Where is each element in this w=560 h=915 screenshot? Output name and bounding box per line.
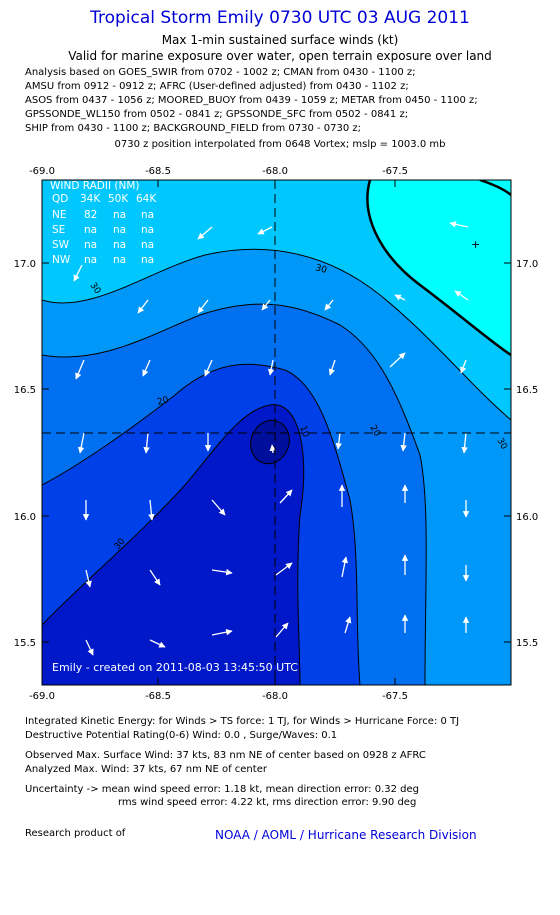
- lon-tick-bottom: -69.0: [29, 691, 55, 700]
- wind-radii-cell: na: [84, 224, 97, 236]
- contour-label: 20: [156, 395, 170, 408]
- analysis-line-5: SHIP from 0430 - 1100 z; BACKGROUND_FIEL…: [25, 123, 362, 134]
- wind-radii-header: 50K: [108, 193, 129, 205]
- contour-label: 30: [314, 263, 328, 276]
- position-line: 0730 z position interpolated from 0648 V…: [114, 139, 446, 150]
- dpr-line: Destructive Potential Rating(0-6) Wind: …: [25, 730, 338, 741]
- contour-label: 10: [297, 425, 310, 439]
- analysis-line-4: GPSSONDE_WL150 from 0502 - 0841 z; GPSSO…: [25, 109, 409, 120]
- max-wind-marker: +: [471, 238, 480, 251]
- lat-tick-left: 16.0: [14, 512, 36, 523]
- wind-radii-header: QD: [52, 193, 68, 205]
- wind-radii-cell: SE: [52, 224, 65, 236]
- ike-line: Integrated Kinetic Energy: for Winds > T…: [25, 716, 460, 727]
- wind-radii-table: WIND RADII (NM) QD 34K 50K 64K NE 82 na …: [50, 180, 157, 266]
- wind-radii-cell: na: [141, 254, 154, 266]
- wind-field-map: 30 30 20 20 10 30 30 + WIND RADII (NM) Q…: [14, 166, 539, 700]
- wind-radii-cell: NW: [52, 254, 71, 266]
- analysis-line-2: AMSU from 0912 - 0912 z; AFRC (User-defi…: [25, 81, 409, 92]
- lon-tick-top: -67.5: [382, 166, 408, 177]
- lon-tick-top: -69.0: [29, 166, 55, 177]
- subtitle-validity: Valid for marine exposure over water, op…: [68, 49, 492, 63]
- lat-tick-right: 16.0: [516, 512, 538, 523]
- wind-radii-cell: na: [113, 209, 126, 221]
- lat-tick-left: 17.0: [14, 259, 36, 270]
- lon-tick-bottom: -68.0: [262, 691, 288, 700]
- research-label: Research product of: [25, 828, 126, 839]
- created-stamp: Emily - created on 2011-08-03 13:45:50 U…: [52, 661, 298, 674]
- analysis-line-3: ASOS from 0437 - 1056 z; MOORED_BUOY fro…: [25, 95, 478, 106]
- wind-radii-cell: na: [113, 239, 126, 251]
- wind-speed-bands: [42, 180, 511, 685]
- band-high-ne: [367, 180, 511, 355]
- contour-lines: [42, 180, 511, 685]
- uncertainty-line-2: rms wind speed error: 4.22 kt, rms direc…: [118, 797, 417, 808]
- lon-tick-top: -68.0: [262, 166, 288, 177]
- wind-radii-cell: SW: [52, 239, 70, 251]
- wind-radii-header: 64K: [136, 193, 157, 205]
- lon-tick-top: -68.5: [145, 166, 171, 177]
- wind-radii-cell: na: [141, 224, 154, 236]
- credit-link[interactable]: NOAA / AOML / Hurricane Research Divisio…: [215, 828, 477, 842]
- wind-radii-cell: na: [84, 254, 97, 266]
- lat-tick-right: 15.5: [516, 638, 538, 649]
- wind-radii-cell: na: [141, 239, 154, 251]
- uncertainty-line-1: Uncertainty -> mean wind speed error: 1.…: [25, 784, 420, 795]
- lon-tick-bottom: -68.5: [145, 691, 171, 700]
- lon-tick-bottom: -67.5: [382, 691, 408, 700]
- wind-radii-cell: na: [84, 239, 97, 251]
- wind-radii-cell: na: [141, 209, 154, 221]
- axis-ticks: [41, 180, 511, 685]
- observed-line: Observed Max. Surface Wind: 37 kts, 83 n…: [25, 750, 426, 761]
- wind-vectors: [73, 221, 470, 656]
- band-max: [42, 404, 304, 685]
- wind-radii-cell: na: [113, 224, 126, 236]
- wind-radii-cell: na: [113, 254, 126, 266]
- plot-frame: [41, 179, 512, 686]
- wind-radii-title: WIND RADII (NM): [50, 180, 140, 192]
- subtitle-units: Max 1-min sustained surface winds (kt): [161, 33, 399, 47]
- wind-radii-cell: NE: [52, 209, 67, 221]
- analyzed-line: Analyzed Max. Wind: 37 kts, 67 nm NE of …: [25, 764, 267, 775]
- wind-radii-cell: 82: [84, 209, 97, 221]
- lat-tick-left: 15.5: [14, 638, 36, 649]
- axis-labels: -69.0 -68.5 -68.0 -67.5 -69.0 -68.5 -68.…: [14, 166, 539, 700]
- lat-tick-right: 16.5: [516, 385, 538, 396]
- wind-radii-header: 34K: [80, 193, 101, 205]
- page-title: Tropical Storm Emily 0730 UTC 03 AUG 201…: [90, 8, 470, 28]
- analysis-line-1: Analysis based on GOES_SWIR from 0702 - …: [25, 67, 416, 78]
- lat-tick-left: 16.5: [14, 385, 36, 396]
- lat-tick-right: 17.0: [516, 259, 538, 270]
